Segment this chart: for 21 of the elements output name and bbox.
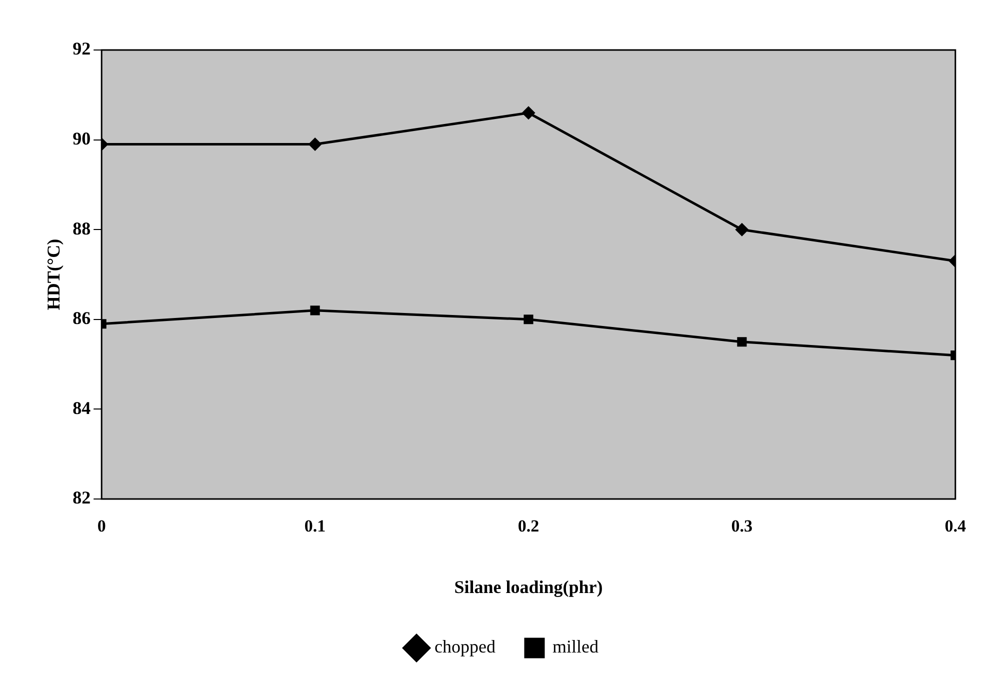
point xyxy=(736,223,748,236)
point xyxy=(737,337,747,347)
point xyxy=(310,306,320,316)
point xyxy=(524,314,534,324)
x-tick-label: 0.3 xyxy=(731,516,753,536)
y-tick-label: 86 xyxy=(72,308,91,328)
y-tick-label: 92 xyxy=(72,38,91,59)
x-tick-label: 0.2 xyxy=(518,516,540,536)
y-tick-label: 88 xyxy=(72,218,91,238)
y-tick-label: 90 xyxy=(72,128,91,148)
point xyxy=(522,106,535,120)
y-tick-label: 84 xyxy=(72,398,91,418)
y-axis-title: HDT(°C) xyxy=(43,238,64,310)
legend-label: milled xyxy=(552,636,598,657)
x-tick-label: 0 xyxy=(97,516,106,536)
y-tick-label: 82 xyxy=(72,488,91,508)
legend-label: chopped xyxy=(434,636,496,657)
point xyxy=(308,138,322,151)
x-axis-title: Silane loading(phr) xyxy=(454,576,603,597)
x-tick-label: 0.1 xyxy=(304,516,326,536)
x-tick-label: 0.4 xyxy=(944,516,966,536)
